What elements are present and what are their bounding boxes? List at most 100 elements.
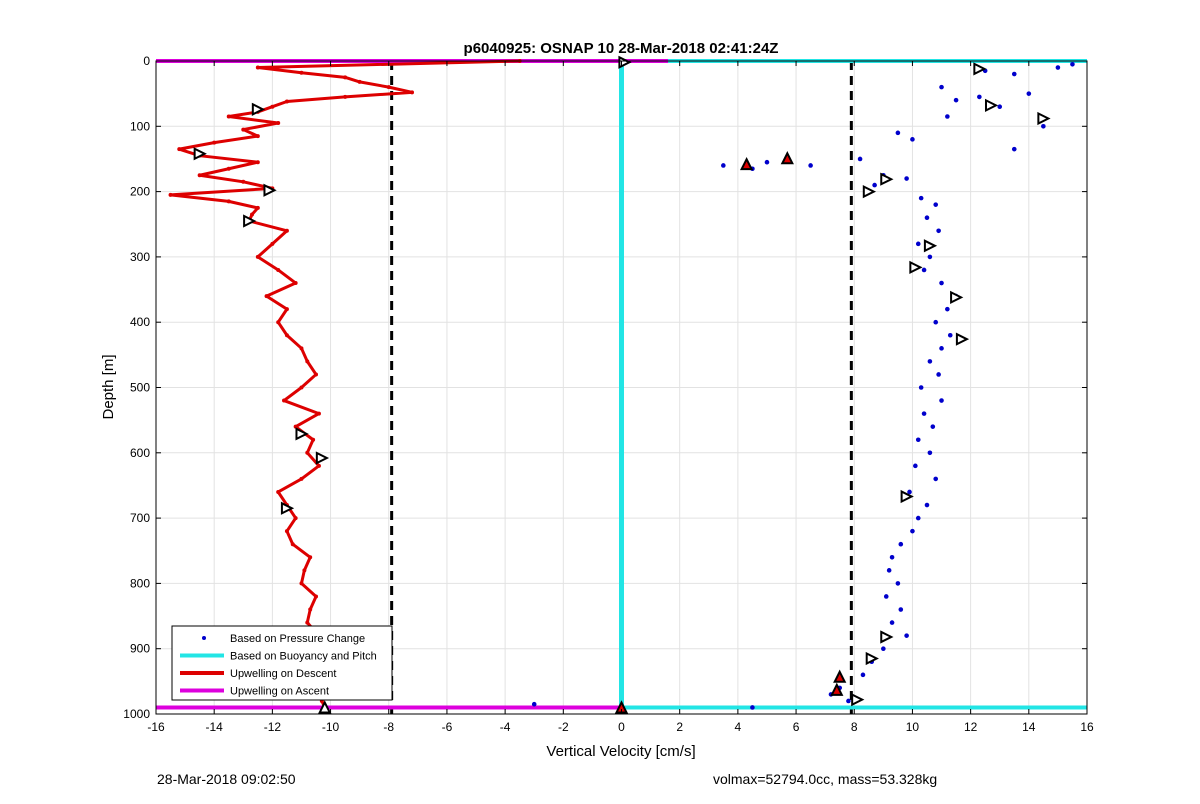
right-triangle-marker <box>251 102 266 116</box>
descent-point <box>314 594 319 599</box>
pressure-point <box>953 97 959 103</box>
descent-point <box>241 179 246 184</box>
pressure-point <box>721 163 726 168</box>
descent-point <box>299 476 304 481</box>
right-triangle-marker <box>865 651 879 666</box>
descent-point <box>305 359 310 364</box>
y-tick-label: 700 <box>130 511 150 525</box>
pressure-point <box>904 176 909 181</box>
legend-label: Based on Buoyancy and Pitch <box>230 651 377 663</box>
descent-point <box>299 70 304 75</box>
pressure-point <box>750 705 755 710</box>
pressure-point <box>945 306 950 312</box>
y-tick-label: 400 <box>130 315 150 329</box>
pressure-point <box>939 398 944 403</box>
pressure-point <box>939 84 944 90</box>
pressure-point <box>531 701 537 707</box>
pressure-point <box>886 568 892 573</box>
right-triangle-marker <box>900 489 914 504</box>
x-tick-label: -16 <box>147 720 165 734</box>
legend-swatch-pressure <box>202 636 206 640</box>
descent-point <box>255 254 260 259</box>
x-tick-label: -4 <box>500 720 511 734</box>
right-triangle-marker <box>880 630 894 644</box>
pressure-point <box>933 202 939 207</box>
pressure-point <box>921 411 927 416</box>
descent-line <box>169 59 520 709</box>
descent-point <box>284 307 289 312</box>
x-tick-label: -6 <box>442 720 453 734</box>
descent-point <box>305 450 310 455</box>
descent-point <box>241 127 246 132</box>
descent-point <box>168 192 173 197</box>
pressure-point <box>915 437 921 443</box>
pressure-point <box>933 476 939 482</box>
pressure-point <box>913 463 918 469</box>
x-tick-label: 14 <box>1022 720 1036 734</box>
y-tick-label: 900 <box>130 642 150 656</box>
x-tick-label: 4 <box>735 720 742 734</box>
descent-point <box>293 516 298 521</box>
descent-point <box>316 411 321 416</box>
pressure-point <box>883 594 889 599</box>
right-triangle-marker <box>923 239 938 253</box>
pressure-point <box>910 528 915 534</box>
descent-point <box>343 75 348 80</box>
y-tick-label: 500 <box>130 381 150 395</box>
pressure-point <box>997 104 1003 110</box>
pressure-point <box>1041 124 1046 129</box>
right-triangle-marker <box>973 62 987 76</box>
pressure-point <box>977 94 982 100</box>
pressure-point <box>846 698 851 704</box>
descent-point <box>299 385 304 390</box>
pressure-point <box>895 130 901 136</box>
right-triangle-marker <box>950 290 964 305</box>
pressure-point <box>1011 71 1017 77</box>
descent-point <box>177 147 182 152</box>
pressure-point <box>945 114 950 119</box>
pressure-point <box>936 228 941 234</box>
x-tick-label: 6 <box>793 720 800 734</box>
x-tick-label: 16 <box>1080 720 1094 734</box>
pressure-point <box>915 515 921 521</box>
pressure-point <box>898 607 904 612</box>
x-tick-label: -14 <box>206 720 224 734</box>
descent-point <box>226 114 231 119</box>
descent-point <box>276 320 281 325</box>
axes-layer: -16 -14 -12 -10 -8 -6 -4 -2 0 2 4 6 8 10 12 14 16 0 100 200… <box>123 54 1094 734</box>
right-triangle-marker <box>851 693 865 707</box>
descent-point <box>226 166 231 171</box>
descent-point <box>305 620 310 625</box>
pressure-point <box>907 489 912 495</box>
up-triangle-marker <box>830 682 844 696</box>
x-tick-label: 0 <box>618 720 625 734</box>
descent-point <box>299 581 304 586</box>
descent-point <box>311 437 316 442</box>
pressure-point <box>915 241 921 247</box>
legend: Based on Pressure Change Based on Buoyanc… <box>171 625 393 701</box>
pressure-point <box>889 554 895 560</box>
right-triangle-marker <box>243 214 257 228</box>
pressure-point <box>910 137 915 142</box>
descent-point <box>410 90 415 95</box>
descent-point <box>284 529 289 534</box>
pressure-point <box>1055 65 1061 70</box>
descent-point <box>314 372 319 377</box>
pressure-point <box>904 633 909 638</box>
right-triangle-marker <box>280 501 295 515</box>
descent-point <box>302 568 307 573</box>
pressure-point <box>939 346 944 351</box>
x-axis-label: Vertical Velocity [cm/s] <box>546 743 695 760</box>
descent-point <box>270 241 275 246</box>
right-triangle-marker <box>955 332 970 346</box>
descent-point <box>255 65 260 70</box>
pressure-point <box>895 581 901 586</box>
descent-point <box>284 333 289 338</box>
descent-point <box>293 281 298 286</box>
descent-point <box>276 267 281 272</box>
pressure-point <box>930 424 936 429</box>
pressure-point <box>936 372 941 377</box>
pressure-point <box>924 215 930 221</box>
descent-point <box>212 140 217 145</box>
descent-point <box>293 424 298 429</box>
